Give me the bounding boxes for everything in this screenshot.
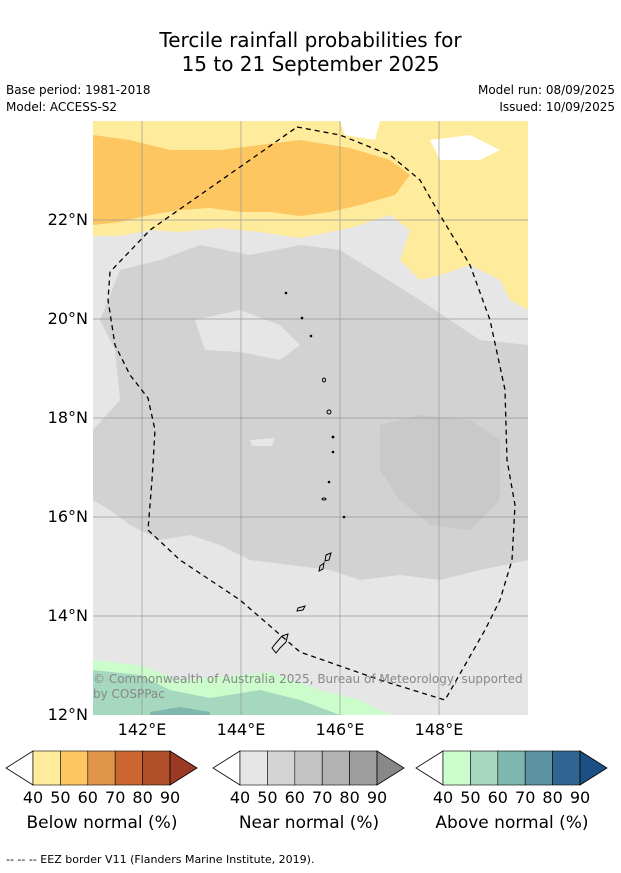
colorbar-tick-label: 90 [367,788,387,807]
near-normal-light-patch-2 [250,438,275,446]
legend-colorbars: 40 50 60 70 80 90 40 50 60 70 80 90 40 50 60 70 80 90 [5,750,608,807]
eez-border [107,126,516,701]
colorbar-tick-label: 40 [433,788,453,807]
colorbar-tick-label: 80 [339,788,359,807]
model-label: Model: ACCESS-S2 [6,100,118,114]
eez-footnote: -- -- -- EEZ border V11 (Flanders Marine… [6,853,315,866]
colorbar-tick-label: 60 [78,788,98,807]
island [331,450,335,454]
island-rota [296,605,306,612]
colorbar-min-extend [415,750,444,786]
near-normal-light-patch [195,310,300,360]
colorbar-tick-label: 50 [460,788,480,807]
legend-title-below: Below normal (%) [26,813,178,833]
colorbar-above: 40 50 60 70 80 90 [415,750,608,807]
lon-label: 144°E [217,720,266,739]
copyright-notice: © Commonwealth of Australia 2025, Bureau… [93,672,523,701]
lat-label: 16°N [48,507,88,526]
colorbar-segment [524,750,553,786]
above-normal-60-region [150,707,210,715]
colorbar-segment [321,750,350,786]
lat-label: 22°N [48,210,88,229]
island [300,316,304,320]
colorbar-near: 40 50 60 70 80 90 [212,750,405,807]
islands [271,291,346,654]
colorbar-tick-label: 80 [542,788,562,807]
above-normal-50-region [93,670,340,715]
colorbar-min-extend [5,750,34,786]
legend-title-above: Above normal (%) [435,813,589,833]
lat-label: 12°N [48,705,88,724]
island-guam [271,633,289,654]
colorbar-tick-label: 60 [488,788,508,807]
lat-label: 14°N [48,606,88,625]
map-gridlines [93,121,528,715]
island [342,515,346,519]
colorbar-segment [267,750,296,786]
colorbar-segment [60,750,89,786]
island [327,480,331,484]
issued-label: Issued: 10/09/2025 [499,100,615,114]
colorbar-tick-label: 70 [515,788,535,807]
colorbar-segment [497,750,526,786]
colorbar-segment [32,750,61,786]
island [322,377,326,383]
colorbar-tick-label: 70 [312,788,332,807]
map-title-line2: 15 to 21 September 2025 [181,52,440,76]
colorbar-segment [142,750,171,786]
below-normal-gap-2 [430,135,500,160]
colorbar-tick-label: 80 [132,788,152,807]
colorbar-tick-label: 90 [570,788,590,807]
colorbar-segment [552,750,581,786]
model-run-label: Model run: 08/09/2025 [477,83,615,97]
island [331,435,335,439]
colorbar-segment [239,750,268,786]
island-tinian [318,561,325,572]
colorbar-segment [349,750,378,786]
colorbar-tick-label: 70 [105,788,125,807]
lat-label: 20°N [48,309,88,328]
island [326,409,332,415]
colorbar-tick-label: 50 [257,788,277,807]
island [321,497,327,501]
colorbar-segment [294,750,323,786]
colorbar-tick-label: 90 [160,788,180,807]
map-title-line1: Tercile rainfall probabilities for [159,28,462,52]
colorbar-below: 40 50 60 70 80 90 [5,750,198,807]
island [284,291,288,295]
below-normal-gap [340,121,380,140]
colorbar-max-extend [169,750,198,786]
colorbar-tick-label: 50 [50,788,70,807]
base-period-label: Base period: 1981-2018 [6,83,151,97]
colorbar-min-extend [212,750,241,786]
legend-title-near: Near normal (%) [238,813,380,833]
colorbar-segment [114,750,143,786]
near-normal-50-inner [380,415,500,530]
colorbar-tick-label: 40 [23,788,43,807]
colorbar-segment [442,750,471,786]
colorbar-tick-label: 60 [285,788,305,807]
below-normal-50-region [93,135,410,225]
colorbar-max-extend [579,750,608,786]
lon-label: 146°E [316,720,365,739]
colorbar-max-extend [376,750,405,786]
colorbar-segment [87,750,116,786]
lon-label: 148°E [415,720,464,739]
island [309,334,313,338]
lat-label: 18°N [48,408,88,427]
colorbar-tick-label: 40 [230,788,250,807]
island-saipan [324,552,332,562]
map-plot-area [93,121,528,715]
colorbar-segment [470,750,499,786]
lon-label: 142°E [118,720,167,739]
